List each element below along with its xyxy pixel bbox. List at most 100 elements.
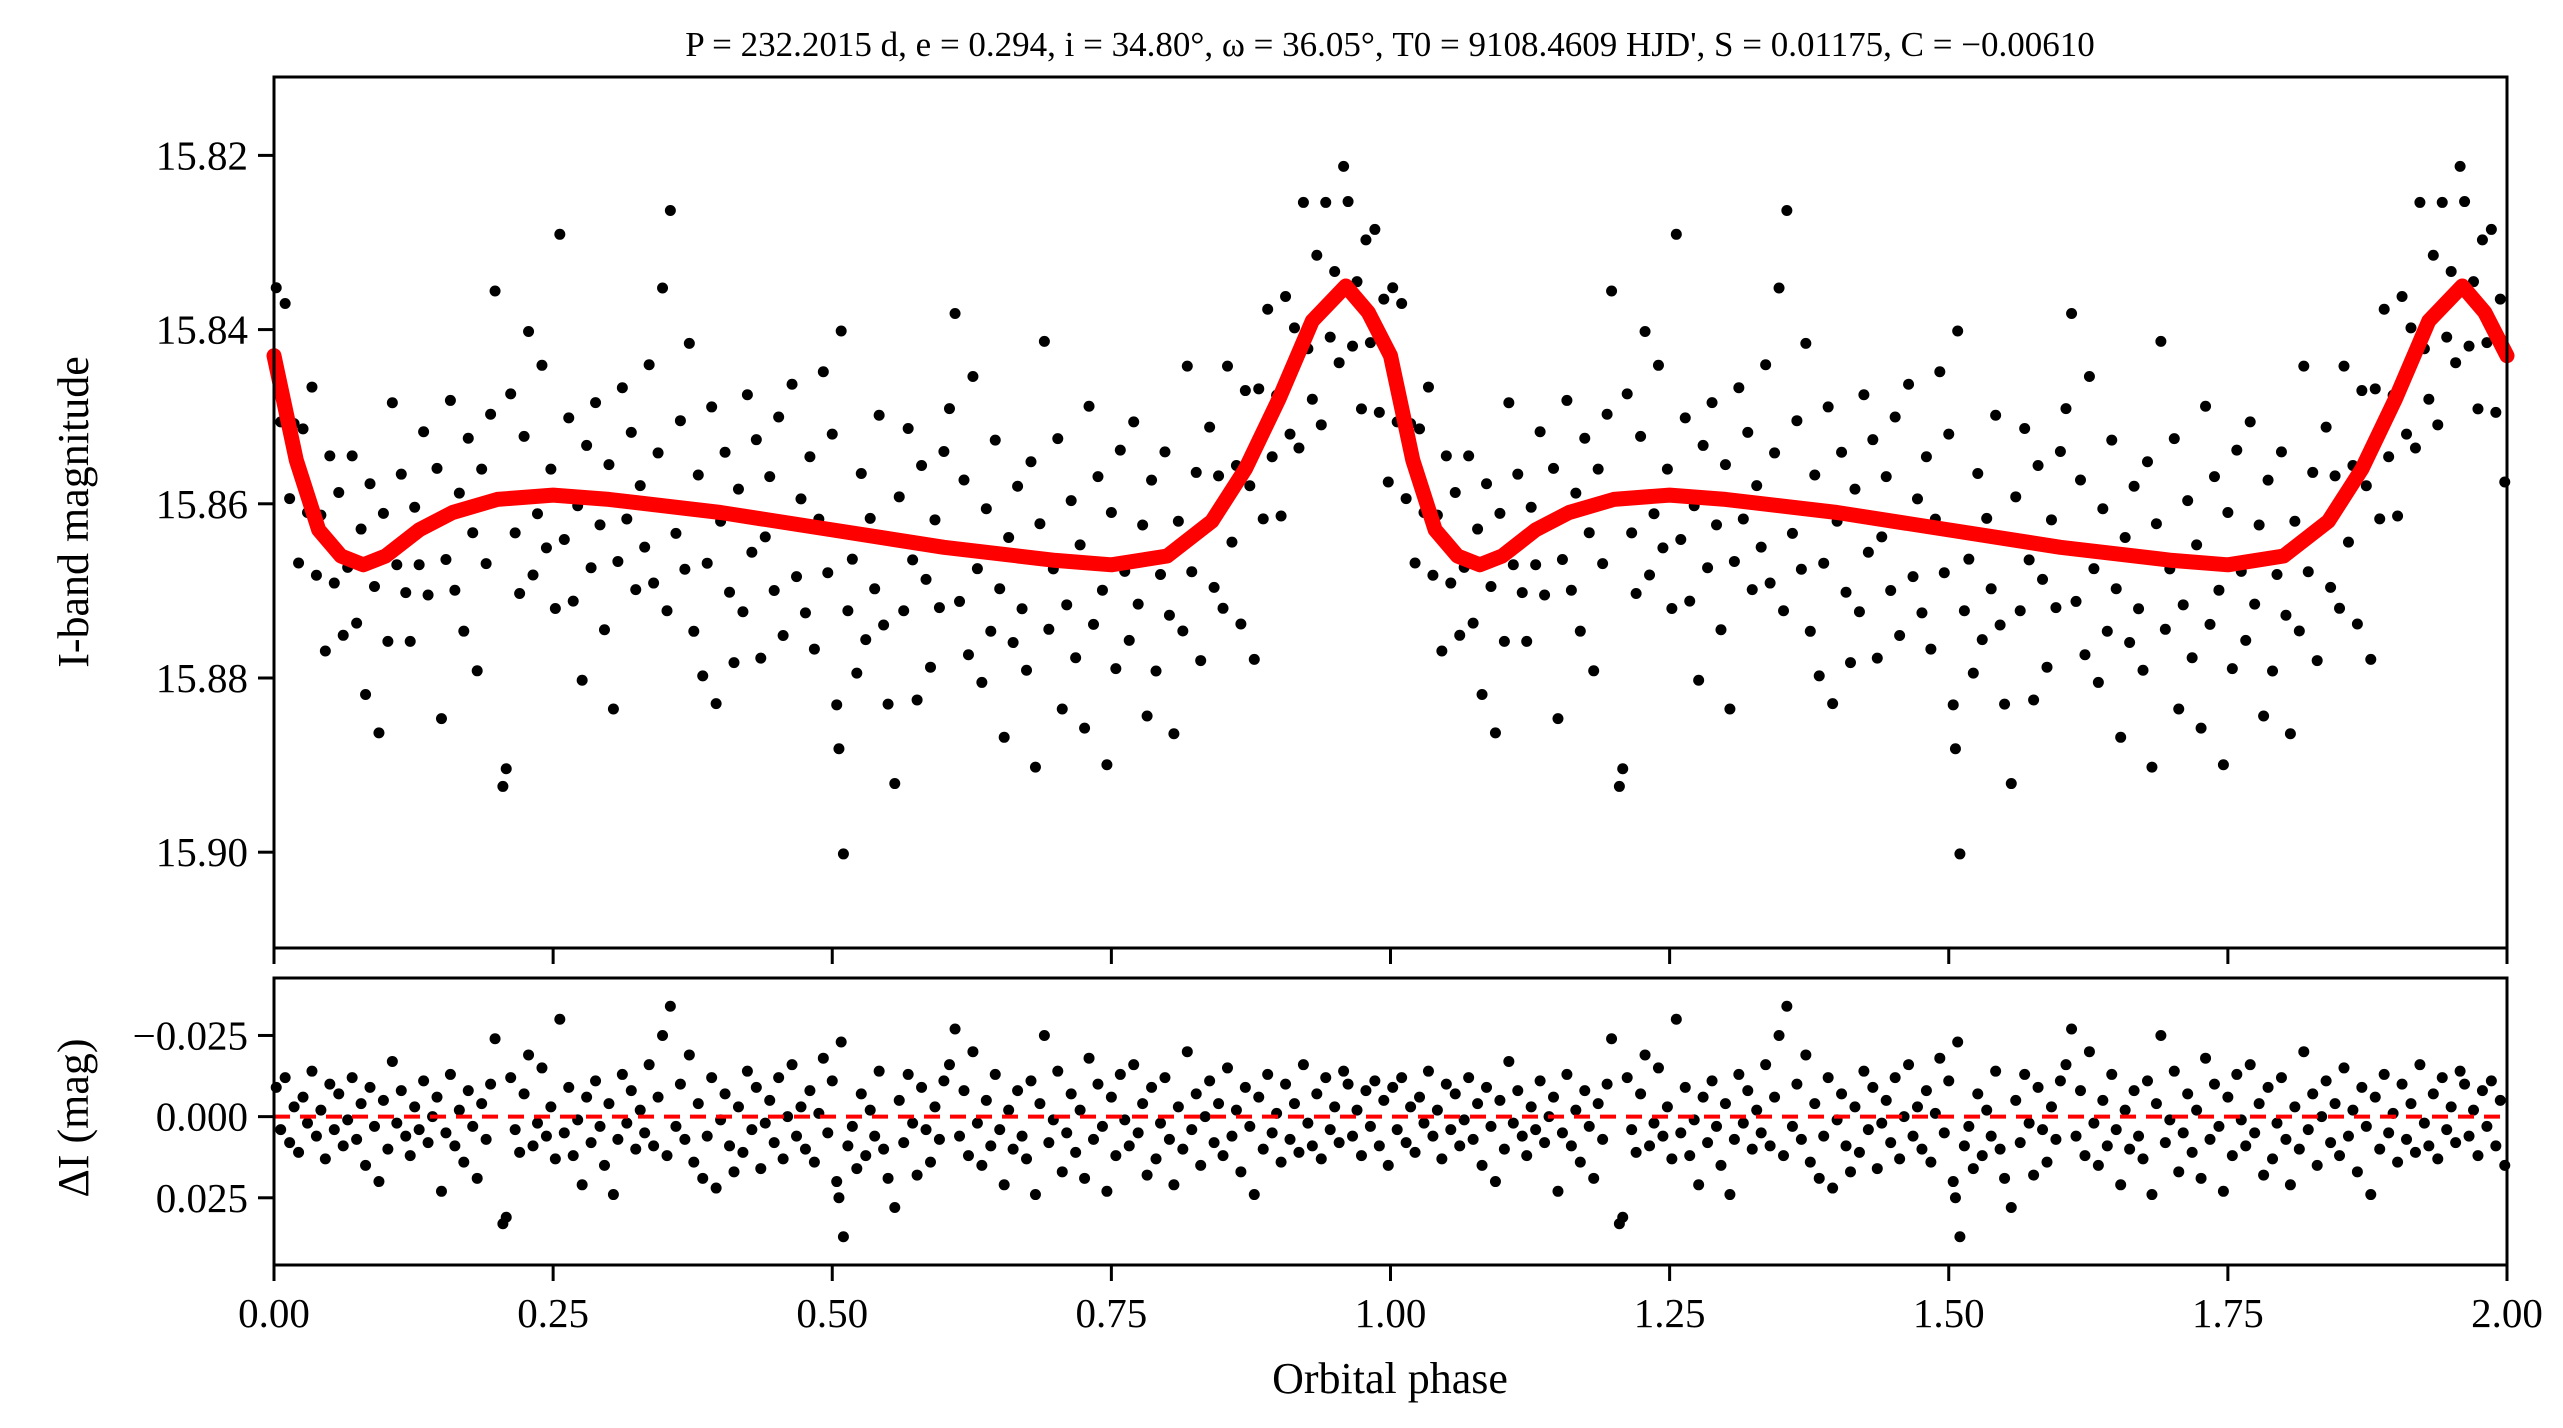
residual-point: [826, 1075, 838, 1087]
residual-point: [2307, 1088, 2319, 1100]
observation-point: [799, 607, 811, 619]
observation-point: [2079, 649, 2091, 661]
residual-point: [1061, 1127, 1073, 1139]
residual-point: [315, 1104, 327, 1116]
residual-point: [1822, 1072, 1834, 1084]
observation-point: [2298, 360, 2310, 372]
residual-point: [962, 1150, 974, 1162]
residual-point: [1007, 1143, 1019, 1155]
residual-point: [2074, 1085, 2086, 1097]
observation-point: [444, 394, 456, 406]
observation-point: [1728, 555, 1740, 567]
observation-point: [962, 649, 974, 661]
observation-point: [1467, 617, 1479, 629]
observation-point: [297, 423, 309, 435]
observation-point: [971, 563, 983, 575]
observation-point: [2338, 360, 2350, 372]
residual-point: [467, 1120, 479, 1132]
observation-point: [2284, 728, 2296, 740]
observation-point: [404, 635, 416, 647]
residual-point: [1230, 1104, 1242, 1116]
observation-point: [270, 282, 282, 294]
observation-point: [373, 727, 385, 739]
observation-point: [1751, 480, 1763, 492]
residual-point: [1498, 1143, 1510, 1155]
residual-point: [1876, 1117, 1888, 1129]
observation-point: [878, 619, 890, 631]
residual-point: [1947, 1176, 1959, 1188]
residual-point: [2468, 1104, 2480, 1116]
residual-point: [835, 1036, 847, 1048]
observation-point: [1329, 266, 1341, 278]
residual-point: [2275, 1072, 2287, 1084]
residual-point: [2401, 1133, 2413, 1145]
observation-point: [1507, 559, 1519, 571]
residual-point: [1414, 1091, 1426, 1103]
observation-point: [1333, 357, 1345, 369]
residual-point: [728, 1166, 740, 1178]
residual-point: [2217, 1185, 2229, 1197]
observation-point: [1552, 713, 1564, 725]
observation-point: [2128, 480, 2140, 492]
residual-point: [1427, 1130, 1439, 1142]
observation-point: [1012, 480, 1024, 492]
residual-point: [782, 1111, 794, 1123]
residual-point: [2182, 1088, 2194, 1100]
observation-point: [1525, 501, 1537, 513]
observation-point: [1083, 400, 1095, 412]
residual-point: [2441, 1124, 2453, 1136]
observation-point: [409, 501, 421, 513]
chart-title: P = 232.2015 d, e = 0.294, i = 34.80°, ω…: [685, 25, 2095, 64]
observation-point: [1280, 290, 1292, 302]
residual-point: [1836, 1088, 1848, 1100]
observation-point: [471, 665, 483, 677]
residual-point: [391, 1117, 403, 1129]
residual-point: [2481, 1120, 2493, 1132]
observation-point: [1916, 607, 1928, 619]
observation-point: [2445, 266, 2457, 278]
residual-point: [1889, 1072, 1901, 1084]
residual-point: [1755, 1127, 1767, 1139]
observation-point: [2432, 419, 2444, 431]
observation-point: [453, 487, 465, 499]
residual-point: [509, 1124, 521, 1136]
observation-point: [826, 428, 838, 440]
residual-point: [869, 1130, 881, 1142]
residual-point: [1012, 1085, 1024, 1097]
observation-point: [2436, 196, 2448, 208]
observation-point: [710, 698, 722, 710]
observation-point: [1481, 478, 1493, 490]
observation-point: [1711, 519, 1723, 531]
residual-point: [1679, 1081, 1691, 1093]
residual-point: [925, 1156, 937, 1168]
observation-point: [2356, 385, 2368, 397]
residual-point: [2249, 1127, 2261, 1139]
observation-point: [750, 434, 762, 446]
residual-point: [2019, 1068, 2031, 1080]
observation-point: [2459, 196, 2471, 208]
observation-point: [1364, 337, 1376, 349]
observation-point: [1056, 703, 1068, 715]
observation-point: [1849, 483, 1861, 495]
residual-point: [1539, 1137, 1551, 1149]
x-tick-label: 1.50: [1913, 1290, 1985, 1336]
x-tick-label: 0.75: [1076, 1290, 1148, 1336]
observation-point: [1320, 196, 1332, 208]
observation-point: [462, 432, 474, 444]
residual-point: [2070, 1130, 2082, 1142]
observation-point: [386, 397, 398, 409]
residual-point: [2191, 1104, 2203, 1116]
observation-point: [2476, 234, 2488, 246]
observation-point: [1065, 495, 1077, 507]
x-tick-label: 1.75: [2192, 1290, 2264, 1336]
observation-point: [1096, 584, 1108, 596]
residual-point: [786, 1059, 798, 1071]
residual-point: [1320, 1072, 1332, 1084]
residual-point: [1311, 1088, 1323, 1100]
observation-point: [2032, 459, 2044, 471]
observation-point: [929, 514, 941, 526]
observation-point: [1827, 698, 1839, 710]
observation-point: [2028, 694, 2040, 706]
residual-point: [893, 1094, 905, 1106]
residual-point: [949, 1023, 961, 1035]
